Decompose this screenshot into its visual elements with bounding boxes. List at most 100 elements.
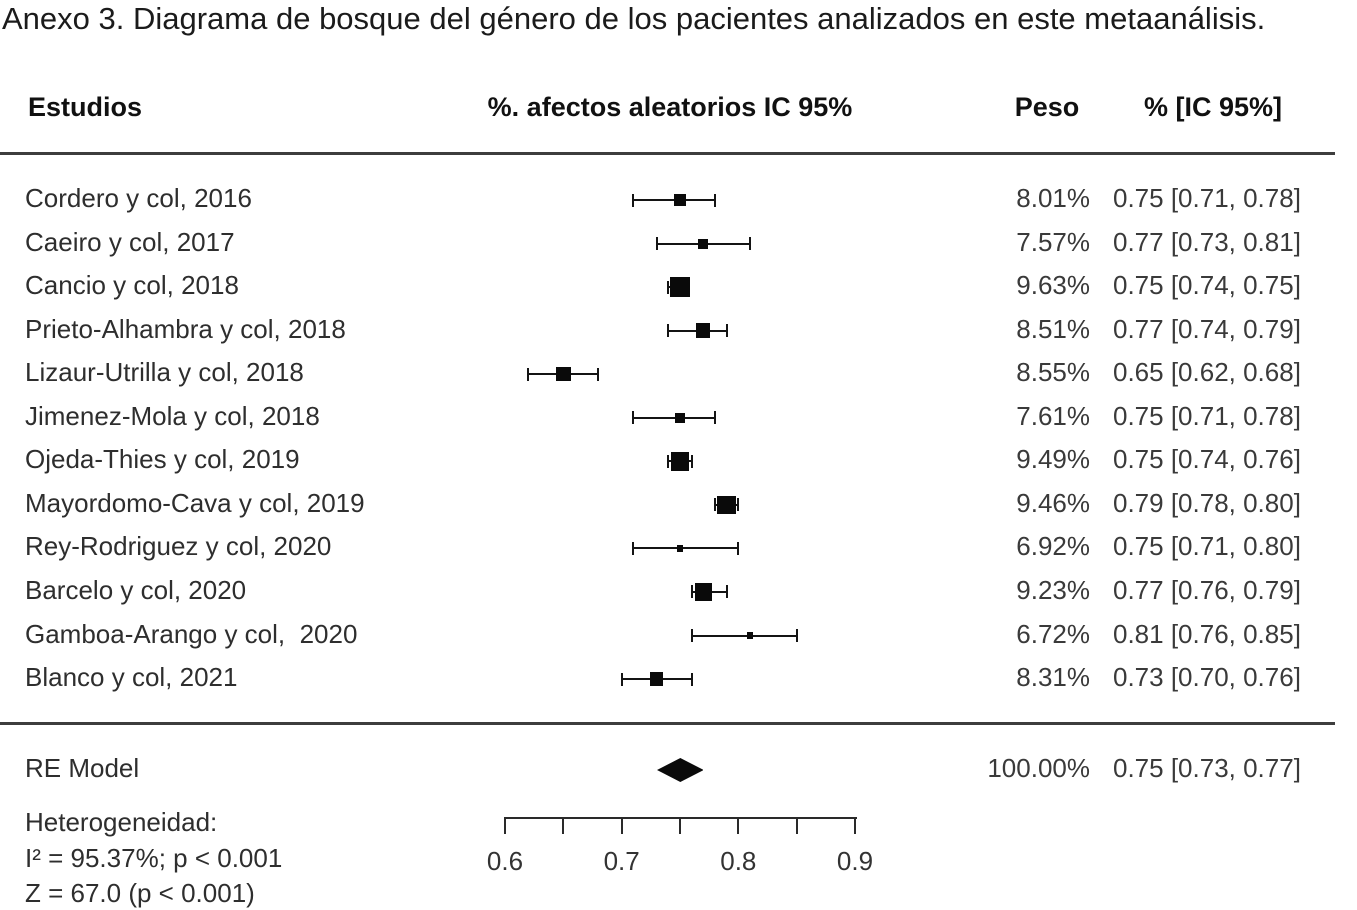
ci-cap-low <box>690 629 693 642</box>
point-estimate-square <box>674 412 686 423</box>
x-axis-major-tick <box>854 817 856 834</box>
ci-cap-low <box>527 367 530 381</box>
heterogeneity-title: Heterogeneidad: <box>25 807 218 837</box>
point-estimate-square <box>717 495 736 515</box>
study-name: Lizaur-Utrilla y col, 2018 <box>25 357 304 388</box>
ci-cap-low <box>667 454 670 468</box>
ci-cap-low <box>632 411 635 425</box>
study-name: Rey-Rodriguez y col, 2020 <box>25 531 332 562</box>
study-name: Ojeda-Thies y col, 2019 <box>25 444 300 475</box>
summary-separator-line <box>0 722 1335 725</box>
study-estimate: 0.81 [0.76, 0.85] <box>1113 618 1301 649</box>
x-axis-minor-tick <box>562 817 565 834</box>
point-estimate-square <box>694 583 713 601</box>
study-estimate: 0.75 [0.74, 0.75] <box>1113 270 1301 301</box>
column-header-plot: %. afectos aleatorios IC 95% <box>487 92 853 122</box>
study-estimate: 0.75 [0.74, 0.76] <box>1113 444 1301 475</box>
study-name: Caeiro y col, 2017 <box>25 226 235 257</box>
ci-cap-high <box>597 367 600 381</box>
x-axis-major-tick <box>620 817 623 834</box>
ci-whisker <box>633 547 739 550</box>
ci-cap-high <box>725 585 728 599</box>
x-axis-tick-label: 0.8 <box>720 846 757 876</box>
figure-title: Anexo 3. Diagrama de bosque del género d… <box>2 1 1266 36</box>
ci-cap-high <box>714 193 716 207</box>
ci-cap-low <box>714 498 716 512</box>
column-header-studies: Estudios <box>28 92 143 122</box>
x-axis-tick-label: 0.9 <box>836 846 874 876</box>
study-weight: 7.61% <box>1016 400 1090 431</box>
study-weight: 8.31% <box>1016 662 1090 693</box>
point-estimate-square <box>670 277 690 297</box>
study-estimate: 0.79 [0.78, 0.80] <box>1113 487 1301 518</box>
ci-cap-high <box>714 411 716 425</box>
ci-whisker <box>691 634 797 637</box>
study-estimate: 0.75 [0.71, 0.78] <box>1113 400 1301 431</box>
ci-cap-high <box>690 672 693 686</box>
x-axis-major-tick <box>504 817 506 834</box>
summary-estimate: 0.75 [0.73, 0.77] <box>1113 753 1301 783</box>
ci-cap-low <box>667 324 670 338</box>
summary-weight: 100.00% <box>987 753 1090 783</box>
heterogeneity-z: Z = 67.0 (p < 0.001) <box>25 878 255 908</box>
study-name: Cordero y col, 2016 <box>25 183 252 213</box>
point-estimate-square <box>556 366 571 382</box>
study-weight: 6.92% <box>1016 531 1090 562</box>
header-separator-line <box>0 152 1335 155</box>
ci-cap-high <box>725 324 728 338</box>
x-axis-minor-tick <box>679 817 681 834</box>
heterogeneity-i2: I² = 95.37%; p < 0.001 <box>25 842 283 873</box>
column-header-estimate: % [IC 95%] <box>1143 92 1283 122</box>
study-weight: 9.23% <box>1016 574 1090 605</box>
study-estimate: 0.77 [0.74, 0.79] <box>1113 313 1301 344</box>
x-axis-tick-label: 0.7 <box>603 846 640 876</box>
study-weight: 7.57% <box>1016 226 1090 257</box>
ci-cap-high <box>795 629 798 642</box>
study-estimate: 0.77 [0.76, 0.79] <box>1113 574 1301 605</box>
ci-cap-low <box>690 585 693 599</box>
study-name: Gamboa-Arango y col, 2020 <box>25 618 358 649</box>
ci-cap-low <box>632 193 635 207</box>
point-estimate-square <box>696 323 711 338</box>
study-weight: 9.49% <box>1016 444 1090 475</box>
study-weight: 8.55% <box>1016 357 1090 388</box>
x-axis-tick-label: 0.6 <box>486 846 524 876</box>
ci-cap-high <box>737 498 740 512</box>
point-estimate-square <box>649 672 664 686</box>
study-weight: 8.01% <box>1016 183 1090 213</box>
study-estimate: 0.65 [0.62, 0.68] <box>1113 357 1301 388</box>
ci-cap-low <box>620 672 623 686</box>
study-weight: 9.46% <box>1016 487 1090 518</box>
ci-cap-high <box>737 541 740 555</box>
study-estimate: 0.73 [0.70, 0.76] <box>1113 662 1301 693</box>
summary-label: RE Model <box>25 753 140 783</box>
heterogeneity-block: Heterogeneidad: I² = 95.37%; p < 0.001 Z… <box>25 805 282 910</box>
ci-whisker <box>633 416 715 419</box>
x-axis-line <box>505 817 857 819</box>
study-weight: 6.72% <box>1016 618 1090 649</box>
study-estimate: 0.77 [0.73, 0.81] <box>1113 226 1301 257</box>
ci-cap-low <box>667 280 670 294</box>
ci-cap-high <box>690 454 693 468</box>
study-name: Cancio y col, 2018 <box>25 270 239 301</box>
study-weight: 9.63% <box>1016 270 1090 301</box>
point-estimate-square <box>670 451 690 471</box>
ci-cap-high <box>749 237 751 251</box>
study-name: Jimenez-Mola y col, 2018 <box>25 400 320 431</box>
study-name: Barcelo y col, 2020 <box>25 574 247 605</box>
study-name: Blanco y col, 2021 <box>25 662 238 693</box>
ci-cap-low <box>632 541 635 555</box>
x-axis-major-tick <box>737 817 740 834</box>
point-estimate-square <box>698 238 709 249</box>
x-axis-minor-tick <box>795 817 798 834</box>
point-estimate-square <box>673 193 686 206</box>
point-estimate-square <box>746 632 754 639</box>
study-weight: 8.51% <box>1016 313 1090 344</box>
study-estimate: 0.75 [0.71, 0.78] <box>1113 183 1301 213</box>
study-name: Prieto-Alhambra y col, 2018 <box>25 313 346 344</box>
point-estimate-square <box>676 544 684 552</box>
study-estimate: 0.75 [0.71, 0.80] <box>1113 531 1301 562</box>
ci-cap-low <box>655 237 658 251</box>
column-header-weight: Peso <box>1014 92 1080 122</box>
